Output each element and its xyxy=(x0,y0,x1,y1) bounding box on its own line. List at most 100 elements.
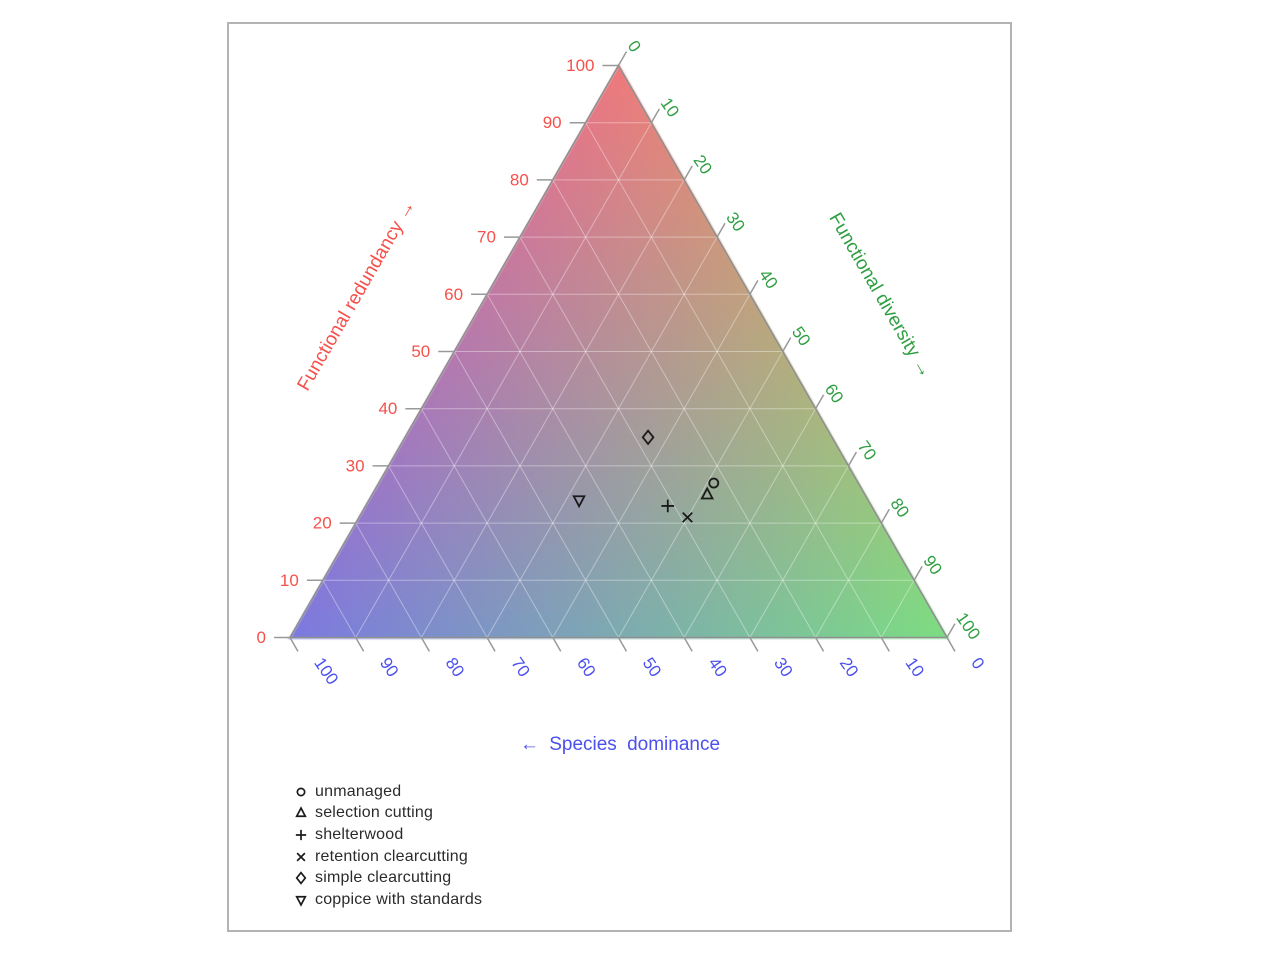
line xyxy=(749,465,849,638)
line xyxy=(552,179,817,638)
bottom-axis-tick-label: 90 xyxy=(376,654,402,680)
line xyxy=(946,623,956,638)
line xyxy=(388,465,488,638)
data-point-coppice-with-standards xyxy=(572,495,586,509)
legend-item: shelterwood xyxy=(293,824,482,846)
line xyxy=(322,580,357,638)
right-axis-tick-label: 100 xyxy=(952,609,984,643)
bottom-axis-tick-label: 40 xyxy=(704,654,730,680)
data-point-shelterwood xyxy=(661,499,675,513)
right-axis-tick-label: 60 xyxy=(821,380,847,406)
left-axis-tick-label: 60 xyxy=(444,285,463,304)
line xyxy=(519,236,751,638)
line xyxy=(355,122,652,638)
left-axis-tick-label: 0 xyxy=(257,628,266,647)
line xyxy=(552,637,562,652)
triangle-up-icon xyxy=(295,806,307,818)
legend-label: unmanaged xyxy=(315,782,402,800)
legend-label: selection cutting xyxy=(315,804,434,822)
bottom-axis-tick-label: 50 xyxy=(639,654,665,680)
legend-item: simple clearcutting xyxy=(293,867,482,889)
legend-label: shelterwood xyxy=(315,825,404,843)
triangle-up-icon xyxy=(700,486,714,500)
right-axis-title: Functional diversity → xyxy=(824,209,936,381)
left-axis-tick-label: 70 xyxy=(477,228,496,247)
right-axis-tick-label: 70 xyxy=(854,437,880,463)
left-axis-tick-label: 20 xyxy=(313,514,332,533)
line xyxy=(453,351,619,638)
plus-icon xyxy=(295,829,307,841)
legend-item: unmanaged xyxy=(293,781,482,803)
legend-label: coppice with standards xyxy=(315,890,483,908)
right-axis-tick-label: 20 xyxy=(689,151,715,177)
triangle-down-icon xyxy=(295,895,307,907)
bottom-axis-tick-label: 30 xyxy=(770,654,796,680)
line xyxy=(420,637,431,652)
data-point-unmanaged xyxy=(708,477,720,489)
line xyxy=(585,122,882,638)
left-axis-tick-label: 40 xyxy=(378,399,397,418)
bottom-axis-tick-label: 10 xyxy=(902,654,928,680)
line xyxy=(716,222,726,238)
legend-item: selection cutting xyxy=(293,803,482,825)
line xyxy=(749,280,759,295)
left-axis-tick-label: 100 xyxy=(566,56,594,75)
bottom-axis-tick-label: 60 xyxy=(573,654,599,680)
x-icon xyxy=(296,852,306,862)
triangle-down-icon xyxy=(295,895,307,907)
bottom-axis-tick-label: 20 xyxy=(836,654,862,680)
right-axis-tick-label: 40 xyxy=(755,266,781,292)
bottom-axis-tick-label: 0 xyxy=(967,654,988,673)
line xyxy=(913,566,923,581)
diamond-icon xyxy=(641,429,655,446)
line xyxy=(486,236,718,638)
legend-item: retention clearcutting xyxy=(293,846,482,868)
bottom-axis-tick-label: 70 xyxy=(507,654,533,680)
line xyxy=(420,179,685,638)
left-axis-title: Functional redundancy → xyxy=(293,196,419,394)
right-axis-tick-label: 90 xyxy=(919,552,945,578)
bottom-axis-title: ← Species dominance xyxy=(520,734,720,755)
figure-frame: 0 10 20 30 40 50 60 70 80 90 100 0 10 20 30 40 50 60 70 80 9… xyxy=(227,22,1014,934)
plus-icon xyxy=(295,829,307,841)
right-axis-tick-label: 0 xyxy=(624,37,645,56)
grid-lines xyxy=(322,122,915,638)
legend-label: simple clearcutting xyxy=(315,869,452,887)
line xyxy=(355,637,365,652)
right-axis-tick-label: 50 xyxy=(788,323,814,349)
line xyxy=(880,580,915,638)
data-points xyxy=(572,429,720,523)
line xyxy=(946,637,956,652)
bottom-axis-tick-label: 80 xyxy=(442,654,468,680)
line xyxy=(880,637,890,652)
right-axis-tick-label: 30 xyxy=(722,209,748,235)
line xyxy=(880,508,890,524)
left-axis-tick-label: 80 xyxy=(510,170,529,189)
plus-icon xyxy=(661,499,675,513)
triangle-down-icon xyxy=(572,495,586,509)
legend: unmanaged selection cutting shelterwood ret… xyxy=(293,781,482,911)
line xyxy=(683,165,693,181)
legend-item: coppice with standards xyxy=(293,889,482,911)
diamond-icon xyxy=(295,871,307,885)
circle-icon xyxy=(296,787,306,797)
x-icon xyxy=(682,511,693,523)
line xyxy=(552,294,751,638)
right-axis: 0 10 20 30 40 50 60 70 80 90 100 xyxy=(617,37,984,643)
line xyxy=(486,637,496,652)
right-axis-tick-label: 80 xyxy=(887,495,913,521)
ternary-plot: 0102030405060708090100010203040506070809… xyxy=(257,37,989,755)
line xyxy=(355,522,422,638)
data-point-retention-clearcutting xyxy=(682,511,693,523)
x-icon xyxy=(296,852,306,862)
line xyxy=(618,351,784,638)
diamond-icon xyxy=(295,871,307,885)
line xyxy=(683,637,693,652)
line xyxy=(486,294,685,638)
line xyxy=(289,637,299,652)
ternary-gradient-canvas xyxy=(229,24,1014,934)
line xyxy=(617,51,628,66)
left-axis: 0 10 20 30 40 50 60 70 80 90 100 xyxy=(257,56,619,647)
legend-label: retention clearcutting xyxy=(315,847,468,865)
line xyxy=(617,637,628,652)
